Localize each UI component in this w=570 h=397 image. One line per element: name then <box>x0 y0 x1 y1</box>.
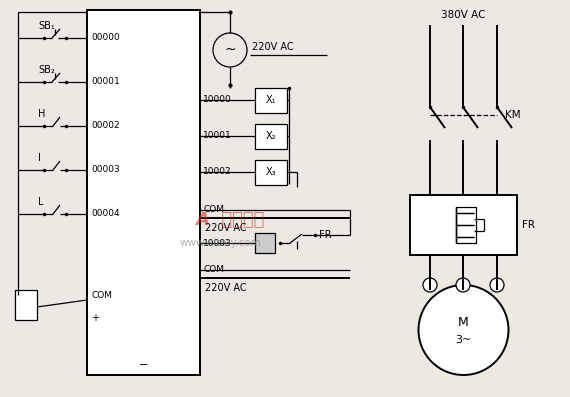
Bar <box>255 124 287 149</box>
Text: 3~: 3~ <box>455 335 471 345</box>
Bar <box>255 160 287 185</box>
Text: A  艾特贸易: A 艾特贸易 <box>196 211 264 229</box>
Bar <box>255 233 275 253</box>
Bar <box>255 88 287 113</box>
Text: COM: COM <box>91 291 112 299</box>
Circle shape <box>456 278 470 292</box>
Text: 10003: 10003 <box>203 239 232 247</box>
Text: 00000: 00000 <box>91 33 120 42</box>
Text: www.aitmy.com: www.aitmy.com <box>179 238 261 248</box>
Circle shape <box>423 278 437 292</box>
Bar <box>455 207 475 243</box>
Text: +: + <box>91 313 99 323</box>
Bar <box>15 290 37 320</box>
Text: KM: KM <box>505 110 520 120</box>
Bar <box>410 195 517 255</box>
Text: 220V AC: 220V AC <box>252 42 294 52</box>
Circle shape <box>418 285 508 375</box>
Text: ~: ~ <box>224 43 236 57</box>
Text: 10002: 10002 <box>203 168 231 177</box>
Text: FR: FR <box>522 220 535 230</box>
Text: H: H <box>38 109 46 119</box>
Text: 10001: 10001 <box>203 131 232 141</box>
Text: M: M <box>458 316 469 328</box>
Text: 380V AC: 380V AC <box>441 10 486 20</box>
Text: 00002: 00002 <box>91 121 120 131</box>
Circle shape <box>490 278 504 292</box>
Text: I: I <box>38 153 41 163</box>
Text: 00001: 00001 <box>91 77 120 87</box>
Text: 00003: 00003 <box>91 166 120 175</box>
Text: 00004: 00004 <box>91 210 120 218</box>
Text: X₁: X₁ <box>266 95 276 105</box>
Text: L: L <box>38 197 43 207</box>
Text: COM: COM <box>203 266 224 274</box>
Text: 220V AC: 220V AC <box>205 223 247 233</box>
Text: X₂: X₂ <box>266 131 276 141</box>
Text: FR: FR <box>319 230 332 240</box>
Text: 10000: 10000 <box>203 96 232 104</box>
Text: SB₁: SB₁ <box>38 21 55 31</box>
Text: COM: COM <box>203 206 224 214</box>
Text: X₃: X₃ <box>266 167 276 177</box>
Text: SB₂: SB₂ <box>38 65 55 75</box>
Bar <box>87 10 200 375</box>
Text: −: − <box>139 360 148 370</box>
Text: 220V AC: 220V AC <box>205 283 247 293</box>
